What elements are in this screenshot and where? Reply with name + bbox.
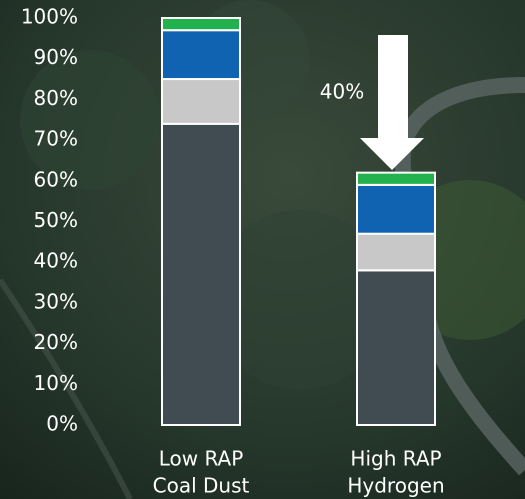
y-tick-label: 80% [34, 86, 78, 110]
y-tick-label: 20% [34, 330, 78, 354]
y-tick-label: 100% [21, 5, 78, 29]
x-tick-label: High RAP [350, 447, 441, 471]
bar-segment [356, 269, 436, 426]
x-tick-label: Hydrogen [347, 474, 444, 498]
y-tick-label: 10% [34, 371, 78, 395]
annotation-arrow [360, 35, 424, 170]
y-tick-label: 90% [34, 45, 78, 69]
bar-segment [161, 17, 241, 32]
y-tick-label: 0% [46, 412, 78, 436]
bar-segment [356, 183, 436, 235]
y-tick-label: 50% [34, 208, 78, 232]
annotation: 40% [320, 80, 364, 104]
bar-segment [161, 29, 241, 81]
bar-segment [356, 232, 436, 272]
y-tick-label: 30% [34, 289, 78, 313]
y-tick-label: 70% [34, 127, 78, 151]
bar-segment [161, 78, 241, 125]
x-tick-label: Coal Dust [153, 474, 250, 498]
bar-segment [161, 122, 241, 426]
x-tick-label: Low RAP [159, 447, 244, 471]
y-tick-label: 60% [34, 167, 78, 191]
bar-segment [356, 171, 436, 186]
y-tick-label: 40% [34, 249, 78, 273]
